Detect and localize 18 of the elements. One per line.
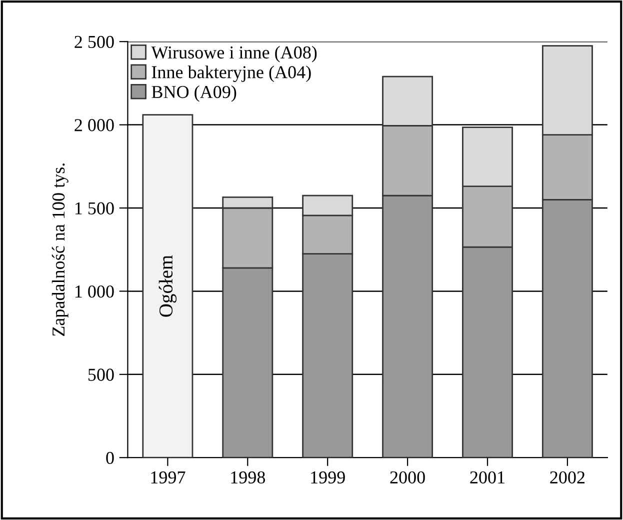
legend-label: Wirusowe i inne (A08)	[151, 46, 317, 62]
bar	[142, 114, 194, 458]
x-tick-label: 2001	[470, 471, 504, 484]
y-axis-title: Zapadalność na 100 tys.	[52, 164, 68, 336]
x-tick-label: 2000	[390, 471, 425, 484]
x-tick-label: 1997	[151, 471, 186, 484]
x-tick-label: 1998	[231, 471, 266, 484]
x-tick-label: 2002	[550, 471, 585, 484]
legend-label: Inne bakteryjne (A04)	[152, 66, 311, 82]
y-tick-label: 500	[88, 368, 114, 381]
y-tick-label: 1 000	[75, 285, 114, 298]
y-tick-label: 2 500	[74, 36, 114, 48]
legend-label: BNO (A09)	[152, 85, 236, 102]
y-tick-label: 2 000	[74, 119, 114, 132]
y-tick-label: 1 500	[75, 202, 114, 214]
x-tick-label: 1999	[311, 471, 345, 484]
y-tick-label: 0	[106, 452, 114, 464]
series-label: Ogółem	[158, 255, 177, 317]
